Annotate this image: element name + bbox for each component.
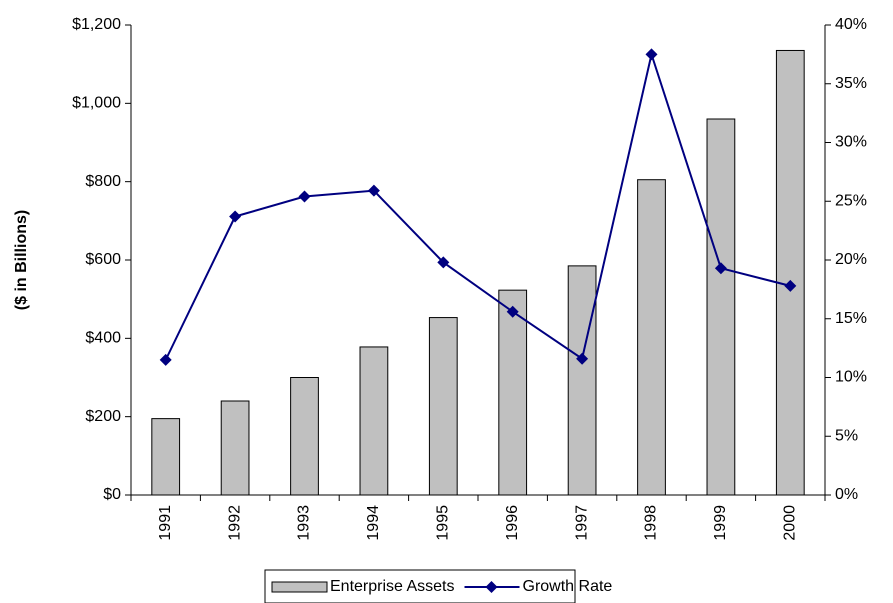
legend-swatch <box>271 581 328 593</box>
y-axis-title: ($ in Billions) <box>13 210 30 310</box>
marker <box>576 352 589 365</box>
bar <box>359 346 389 496</box>
y2-tick-label: 10% <box>835 369 867 386</box>
legend-label: Growth Rate <box>523 578 613 595</box>
marker <box>159 353 172 366</box>
marker <box>367 184 380 197</box>
y-tick-label: $800 <box>85 173 121 190</box>
line <box>164 50 791 361</box>
y-tick-label: $1,000 <box>72 95 121 112</box>
marker <box>437 256 450 269</box>
bar <box>637 179 666 496</box>
marker <box>645 48 658 61</box>
y2-tick-label: 5% <box>835 427 858 444</box>
y-tick-label: $1,200 <box>72 16 121 33</box>
x-tick-label: 2000 <box>782 505 799 541</box>
y-tick-label: $200 <box>85 408 121 425</box>
bar <box>498 289 528 496</box>
x-tick-label: 1996 <box>504 505 521 541</box>
bar <box>428 317 458 496</box>
bar <box>151 418 181 496</box>
x-tick-label: 1994 <box>365 505 382 541</box>
x-tick-label: 1991 <box>157 505 174 541</box>
marker <box>784 279 797 292</box>
x-tick-label: 1992 <box>226 505 243 541</box>
y2-tick-label: 25% <box>835 192 867 209</box>
x-tick-label: 1993 <box>296 505 313 541</box>
x-tick-label: 1997 <box>573 505 590 541</box>
y2-tick-label: 35% <box>835 75 867 92</box>
bar <box>220 400 250 496</box>
x-tick-label: 1998 <box>643 505 660 541</box>
y2-tick-label: 40% <box>835 16 867 33</box>
legend-marker <box>485 581 498 593</box>
bar <box>567 265 597 496</box>
y-tick-label: $400 <box>85 330 121 347</box>
marker <box>714 262 727 275</box>
y-tick-label: $600 <box>85 251 121 268</box>
bar <box>290 377 319 496</box>
y2-tick-label: 15% <box>835 310 867 327</box>
y2-tick-label: 0% <box>835 486 858 503</box>
bar <box>706 118 736 496</box>
x-tick-label: 1999 <box>712 505 729 541</box>
marker <box>298 190 311 203</box>
y-tick-label: $0 <box>103 486 121 503</box>
marker <box>506 305 519 318</box>
marker <box>229 210 242 223</box>
bar <box>775 49 805 496</box>
y2-tick-label: 20% <box>835 251 867 268</box>
y2-tick-label: 30% <box>835 134 867 151</box>
legend-label: Enterprise Assets <box>330 578 455 595</box>
x-tick-label: 1995 <box>435 505 452 541</box>
